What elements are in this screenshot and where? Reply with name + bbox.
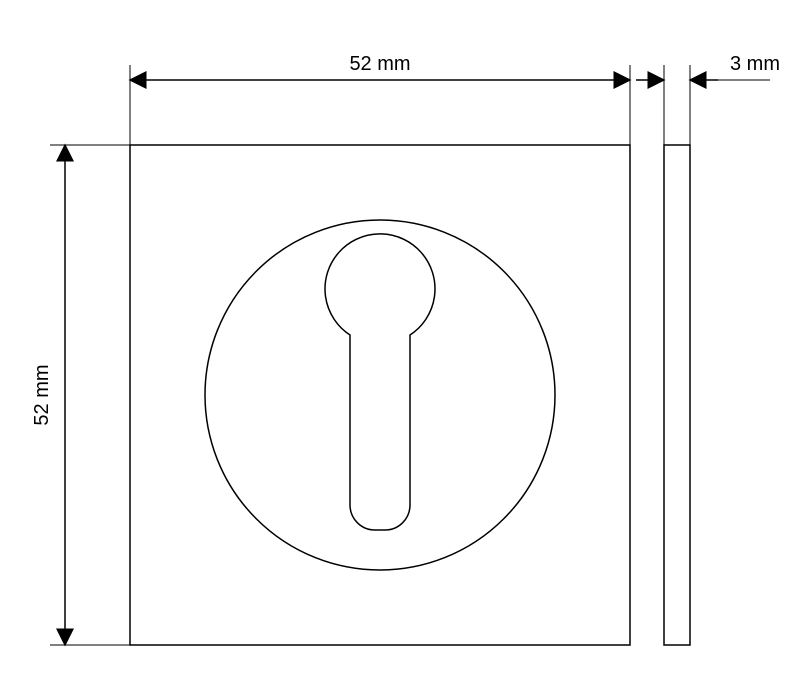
keyhole-profile — [325, 234, 435, 530]
height-dimension-label: 52 mm — [31, 364, 53, 425]
escutcheon-circle — [205, 220, 555, 570]
width-dimension-label: 52 mm — [349, 53, 410, 75]
technical-drawing: 52 mm 52 mm 3 mm — [0, 0, 800, 700]
depth-dimension-label: 3 mm — [730, 53, 780, 75]
side-view-rect — [664, 145, 690, 645]
